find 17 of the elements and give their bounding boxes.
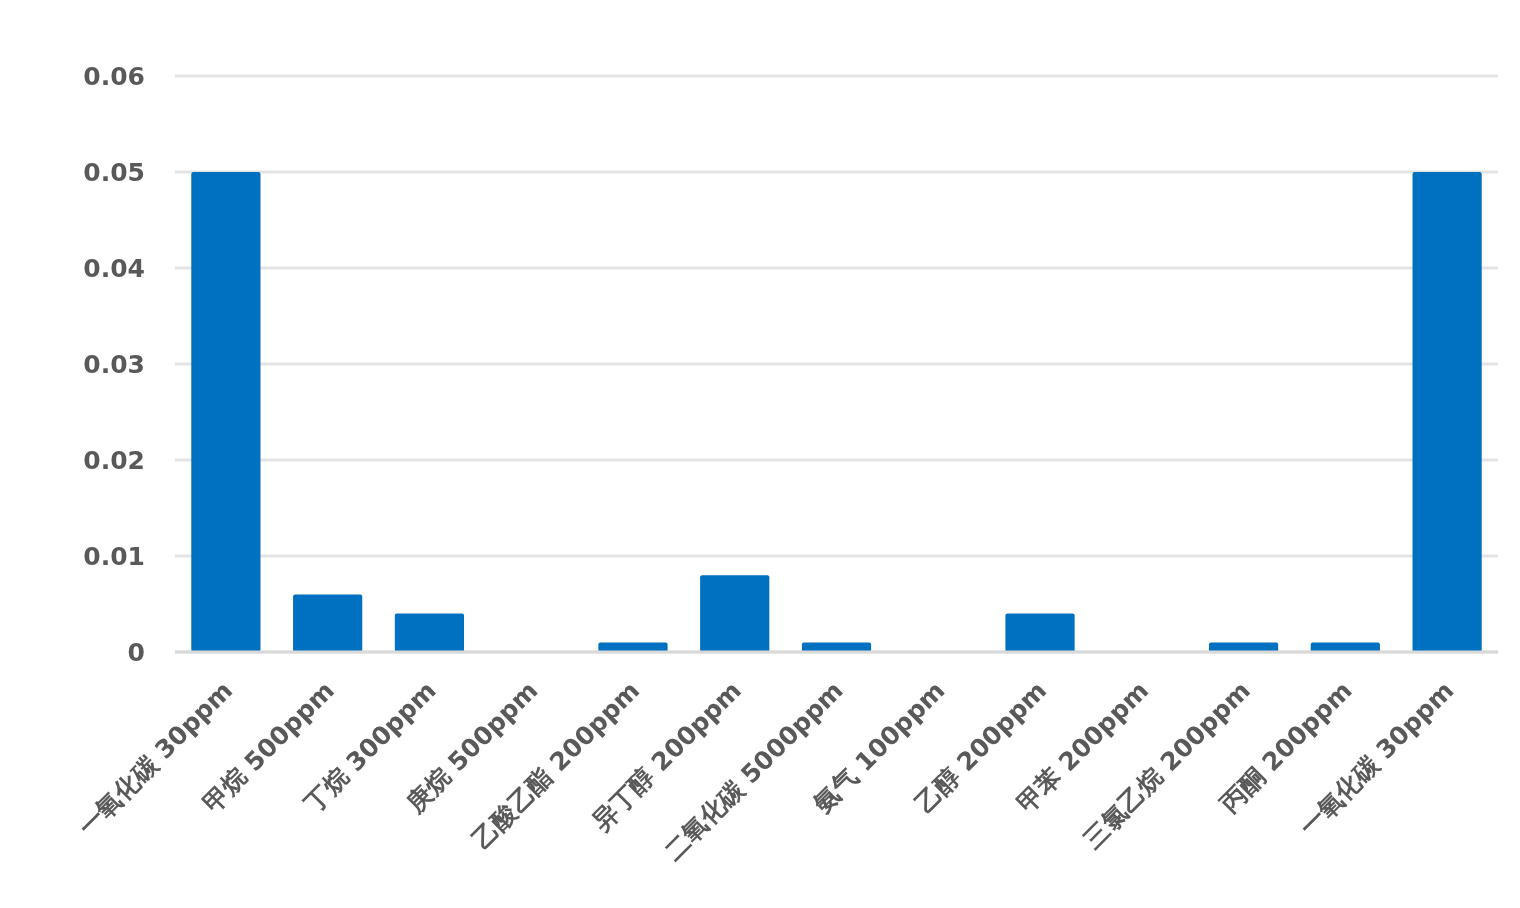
bar xyxy=(801,642,872,652)
y-tick-label: 0.04 xyxy=(83,254,145,283)
bar xyxy=(394,613,465,652)
bar xyxy=(1412,172,1482,652)
bar xyxy=(700,575,770,652)
y-tick-label: 0.06 xyxy=(83,62,145,91)
y-tick-label: 0.03 xyxy=(83,350,145,379)
bar xyxy=(1005,613,1075,652)
y-tick-label: 0.05 xyxy=(83,158,145,187)
y-tick-label: 0.02 xyxy=(83,446,145,475)
bar xyxy=(191,172,261,652)
bar xyxy=(293,594,363,652)
y-tick-label: 0.01 xyxy=(83,542,145,571)
bar xyxy=(598,642,668,652)
bar xyxy=(1310,642,1380,652)
y-tick-label: 0 xyxy=(127,638,145,667)
bar xyxy=(1208,642,1279,652)
